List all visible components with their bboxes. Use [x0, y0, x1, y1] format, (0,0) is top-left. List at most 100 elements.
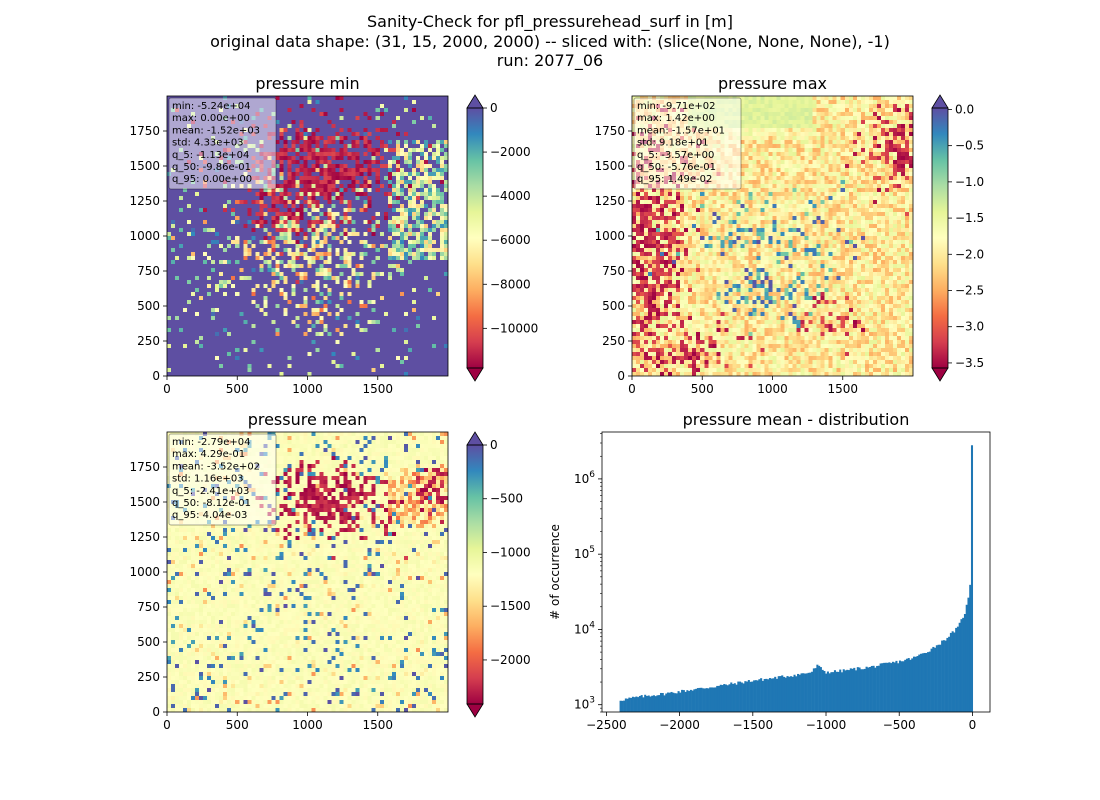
histogram-bar — [925, 652, 928, 712]
histogram-bar — [724, 684, 728, 712]
stats-line: q_95: 4.04e-03 — [172, 510, 247, 521]
histogram-bar — [839, 669, 842, 712]
histogram-bar — [679, 692, 682, 712]
histogram-bar — [963, 614, 966, 712]
y-tick-label: 104 — [574, 620, 595, 636]
colorbar-tick-label: −3.5 — [955, 356, 984, 370]
histogram-bar — [858, 667, 861, 712]
panel-title: pressure min — [255, 74, 359, 93]
stats-line: std: 9.18e+01 — [637, 138, 709, 149]
histogram-bar — [619, 700, 622, 712]
histogram-bar — [825, 673, 828, 712]
colorbar-tick-label: −0.5 — [955, 139, 984, 153]
histogram-bar — [851, 668, 854, 712]
histogram-bar — [819, 667, 822, 712]
colorbar-extend-max — [466, 431, 484, 446]
histogram-bar — [651, 695, 654, 712]
histogram-bar — [898, 660, 901, 712]
histogram-bar — [797, 673, 800, 712]
colorbar-extend-min — [466, 703, 484, 718]
histogram-bar — [696, 688, 699, 712]
histogram-bar — [956, 626, 959, 712]
histogram-bar — [802, 673, 805, 712]
histogram-bar — [723, 684, 726, 712]
histogram-bar — [709, 687, 712, 712]
colorbar — [467, 108, 483, 368]
panel-title: pressure mean - distribution — [683, 410, 910, 429]
histogram-bar — [637, 697, 640, 712]
histogram-bar — [730, 682, 733, 712]
histogram-bar — [816, 664, 819, 712]
histogram-bar — [812, 668, 815, 712]
histogram-bar — [967, 597, 970, 712]
histogram-bar — [888, 662, 891, 712]
histogram-bar — [823, 670, 826, 712]
histogram-bar — [753, 680, 756, 712]
histogram-bar — [649, 696, 652, 712]
histogram-bar — [904, 659, 907, 712]
histogram-bar — [726, 685, 729, 712]
histogram-bar — [895, 660, 898, 712]
panel-title: pressure mean — [248, 410, 368, 429]
stats-line: q_5: -2.41e+03 — [172, 486, 249, 497]
x-tick-label: −2000 — [659, 718, 700, 732]
histogram-bar — [948, 636, 951, 712]
colorbar-extend-max — [466, 94, 484, 109]
x-tick-label: −1500 — [733, 718, 774, 732]
colorbar-tick-label: −10000 — [490, 321, 538, 335]
histogram-bar — [953, 632, 956, 712]
histogram-bar — [746, 681, 749, 712]
histogram-bar — [965, 604, 968, 712]
histogram-bar — [905, 658, 909, 712]
histogram-bars — [619, 445, 974, 712]
histogram-bar — [631, 696, 634, 712]
y-tick-label: 1000 — [129, 229, 160, 243]
histogram-bar — [763, 678, 766, 712]
y-tick-label: 250 — [137, 670, 160, 684]
stats-line: std: 4.33e+03 — [172, 138, 244, 149]
colorbar-tick-label: −8000 — [490, 277, 531, 291]
histogram-bar — [881, 663, 884, 712]
colorbar-tick-label: −2.0 — [955, 247, 984, 261]
colorbar-extend-max — [931, 94, 949, 109]
histogram-bar — [876, 665, 879, 712]
x-tick-label: 0 — [163, 382, 171, 396]
histogram-bar — [754, 680, 757, 712]
histogram-bar — [659, 692, 663, 712]
histogram-bar — [760, 678, 763, 712]
histogram-bar — [710, 687, 713, 712]
x-tick-label: 1500 — [827, 382, 858, 396]
plot-frame — [601, 431, 991, 713]
y-tick-label: 750 — [137, 600, 160, 614]
stats-line: mean: -1.52e+03 — [172, 125, 260, 136]
histogram-panel: pressure mean - distribution −2500 −2000 −1… — [548, 410, 991, 732]
histogram-bar — [826, 671, 829, 712]
stats-line: mean: -1.57e+01 — [637, 125, 725, 136]
histogram-bar — [860, 669, 863, 712]
histogram-bar — [698, 687, 701, 712]
histogram-bar — [721, 685, 724, 712]
histogram-bar — [842, 669, 845, 712]
y-tick-label: 0 — [152, 369, 160, 383]
histogram-bar — [626, 698, 629, 712]
y-tick-label: 1750 — [129, 124, 160, 138]
histogram-bar — [707, 688, 710, 712]
stats-line: q_50: -9.86e-01 — [172, 162, 251, 173]
histogram-bar — [682, 690, 685, 712]
histogram-bar — [809, 672, 812, 712]
histogram-bar — [853, 667, 856, 712]
histogram-bar — [911, 658, 914, 712]
x-tick-label: 1000 — [292, 382, 323, 396]
colorbar — [467, 445, 483, 704]
histogram-bar — [941, 640, 944, 712]
histogram-bar — [672, 692, 675, 712]
histogram-bar — [804, 673, 807, 712]
figure-title-line-1: Sanity-Check for pfl_pressurehead_surf i… — [367, 12, 733, 31]
histogram-bar — [923, 652, 926, 712]
histogram-bar — [821, 669, 824, 712]
histogram-bar — [779, 676, 782, 712]
histogram-bar — [934, 647, 937, 712]
x-tick-label: 1500 — [362, 718, 393, 732]
histogram-bar — [907, 658, 910, 712]
